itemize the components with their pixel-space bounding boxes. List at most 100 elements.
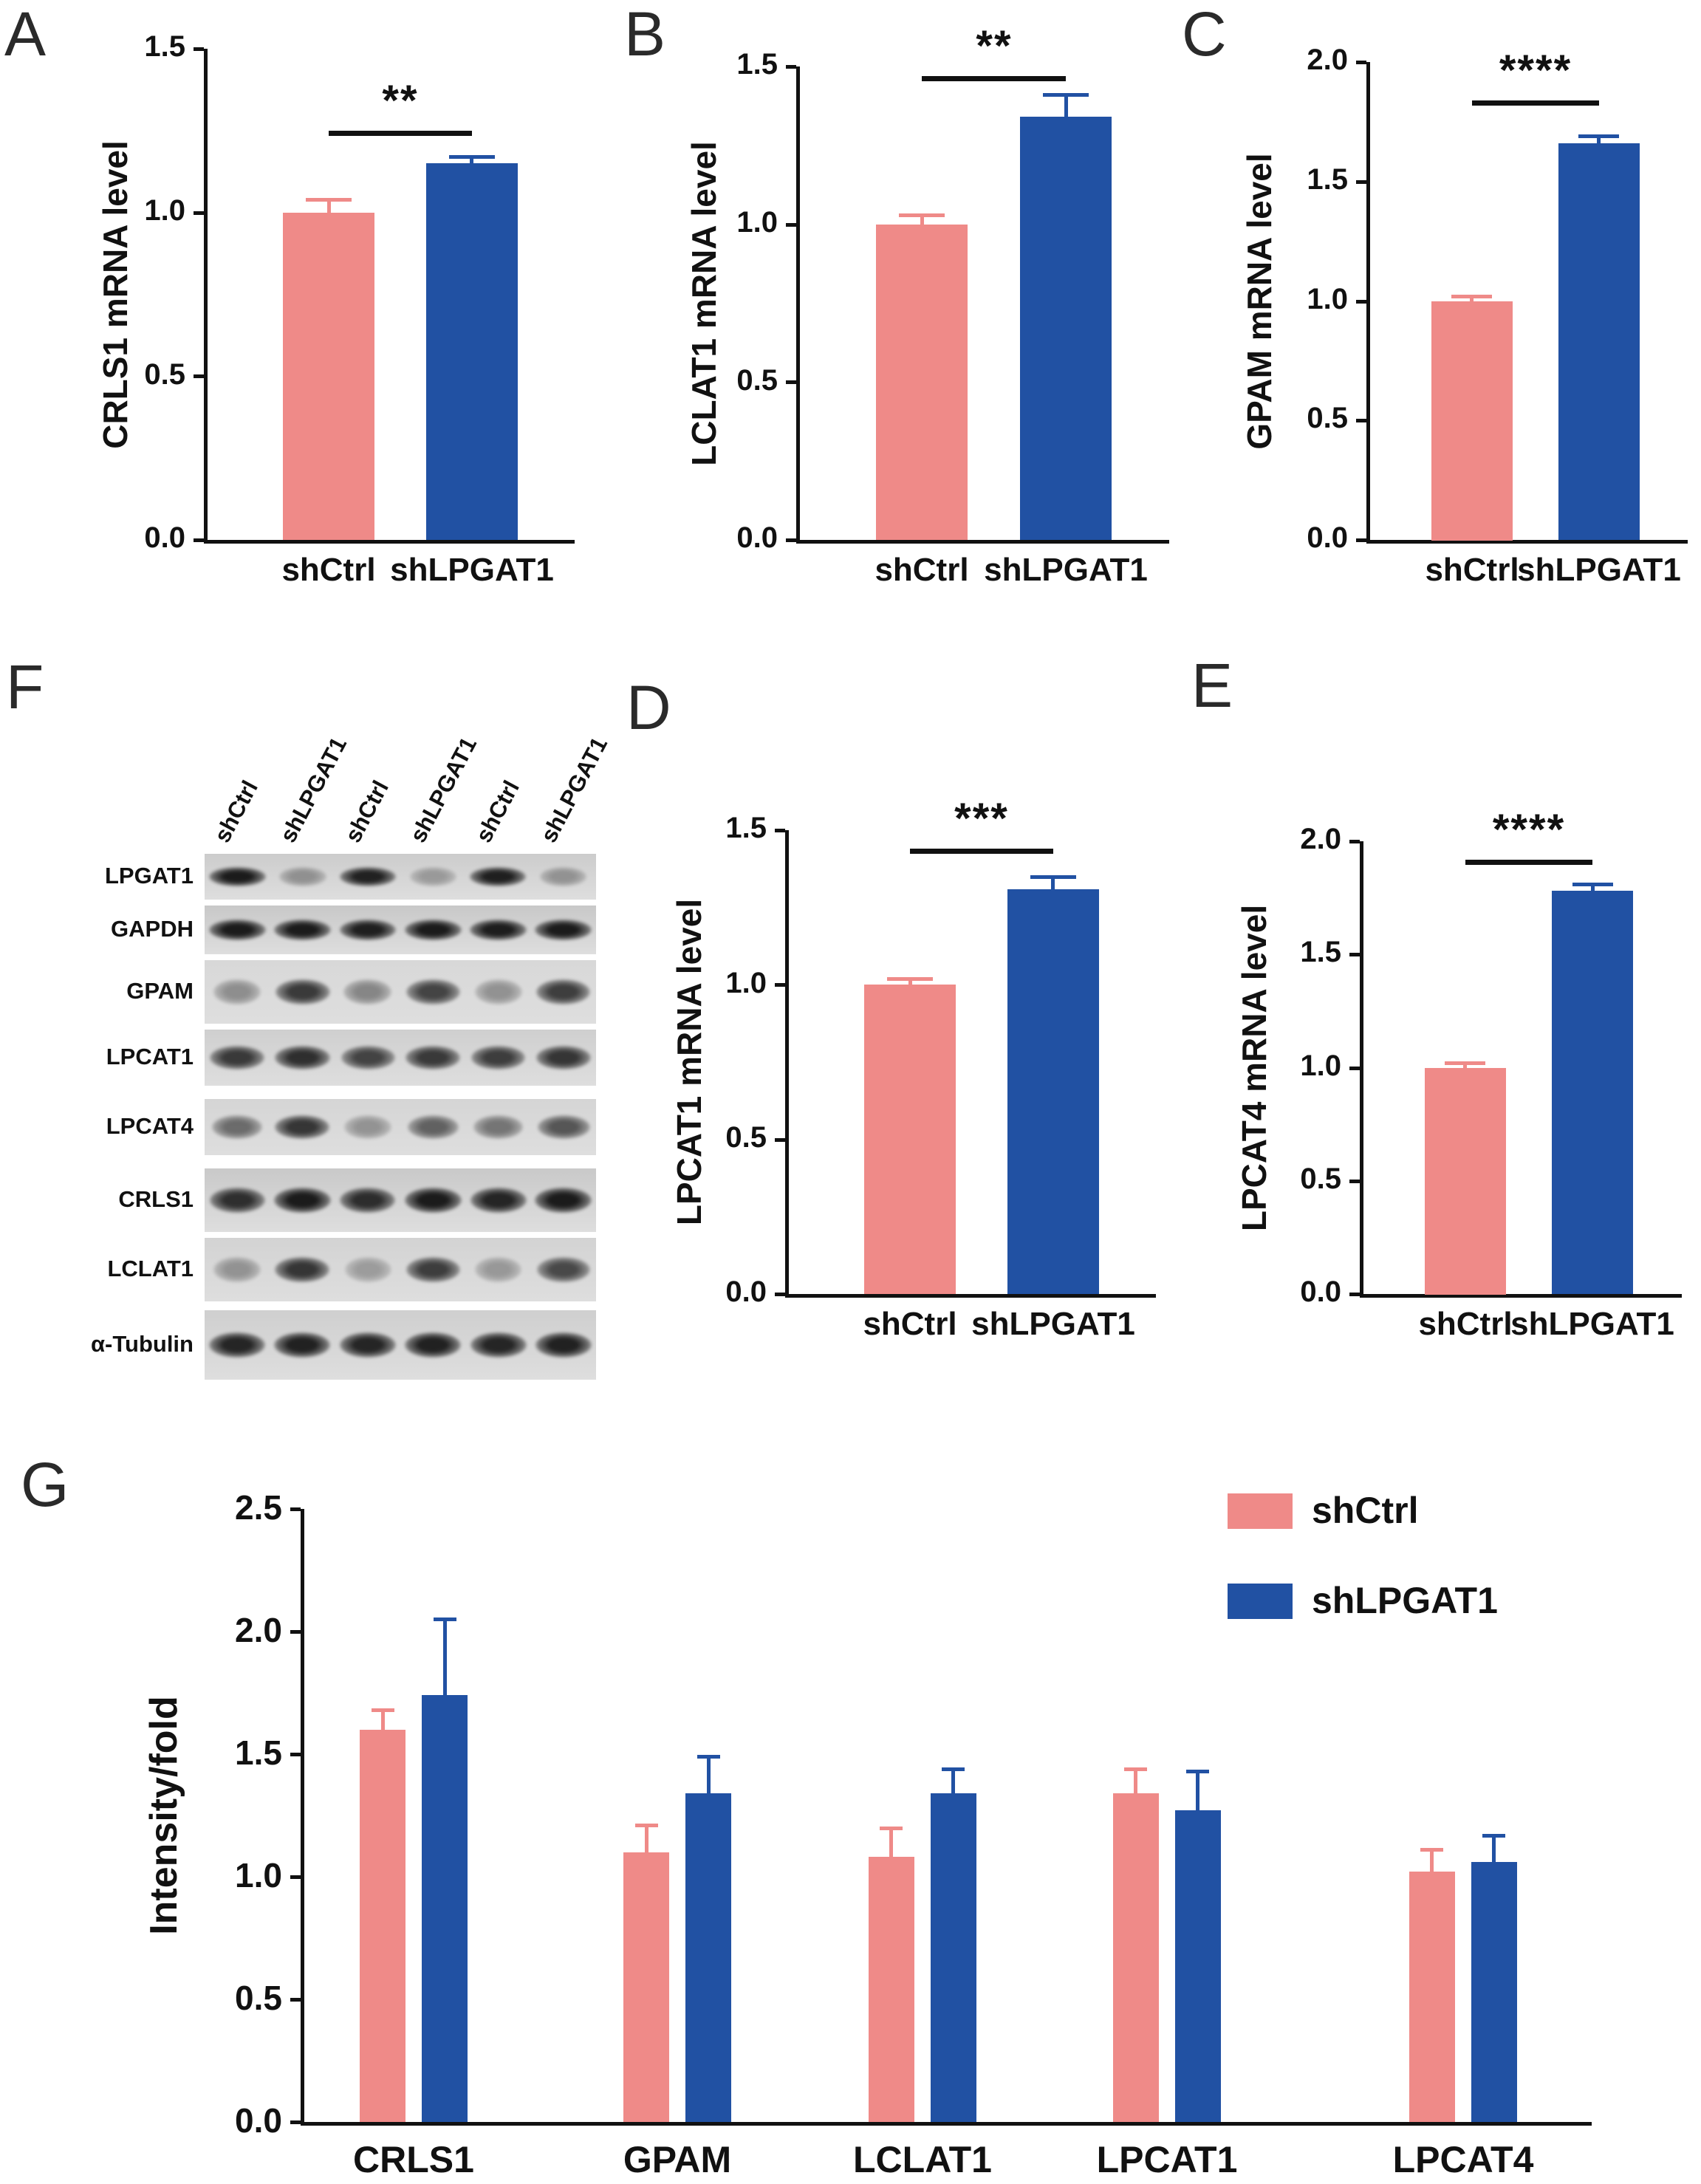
y-tick-mark — [775, 1293, 785, 1296]
y-tick-mark — [1356, 419, 1366, 422]
x-category-label: GPAM — [623, 2139, 732, 2180]
error-bar-cap — [372, 1708, 394, 1712]
error-bar-cap — [1030, 875, 1076, 879]
blot-band — [405, 1188, 462, 1213]
blot-band — [345, 1257, 391, 1282]
blot-row-label: LPCAT4 — [106, 1113, 194, 1139]
blot-strip — [205, 1168, 596, 1232]
y-tick-mark — [290, 2120, 301, 2124]
blot-band — [275, 1115, 329, 1139]
blot-band — [213, 979, 261, 1004]
significance-stars: *** — [954, 795, 1009, 843]
blot-row-label: LPCAT1 — [106, 1044, 194, 1069]
y-tick-mark — [786, 65, 796, 69]
y-tick-mark — [1349, 1067, 1360, 1070]
error-bar-line — [1051, 877, 1055, 891]
blot-band — [275, 1046, 330, 1069]
x-category-label: shCtrl — [281, 552, 376, 588]
bar-shLPGAT1 — [1552, 891, 1633, 1294]
error-bar-cap — [1482, 1834, 1505, 1838]
error-bar-cap — [434, 1618, 456, 1621]
blot-band — [274, 1332, 330, 1358]
y-axis — [301, 1509, 304, 2126]
blot-lane-label: shLPGAT1 — [274, 733, 352, 847]
x-axis — [796, 540, 1169, 544]
y-tick-mark — [775, 829, 785, 832]
y-tick-mark — [194, 47, 204, 51]
legend-label-shLPGAT1: shLPGAT1 — [1312, 1580, 1498, 1621]
blot-row-label: LCLAT1 — [107, 1256, 194, 1281]
blot-band — [344, 1115, 391, 1139]
blot-band — [405, 1332, 461, 1358]
blot-band — [540, 867, 586, 886]
blot-band — [535, 1332, 592, 1358]
significance-stars: **** — [1492, 806, 1566, 854]
error-bar-cap — [942, 1767, 965, 1771]
blot-band — [408, 1115, 459, 1139]
y-tick-mark — [194, 211, 204, 215]
blot-band — [537, 1257, 590, 1282]
y-tick-label: 1.0 — [725, 967, 767, 999]
panel-label-c: C — [1182, 0, 1227, 69]
y-tick-label: 1.5 — [736, 48, 778, 81]
error-bar-line — [1463, 1063, 1467, 1069]
bar-shCtrl — [1409, 1872, 1455, 2122]
blot-band — [536, 979, 590, 1004]
y-tick-mark — [290, 1507, 301, 1511]
error-bar-cap — [899, 213, 945, 217]
blot-band — [406, 979, 460, 1004]
error-bar-cap — [635, 1824, 658, 1827]
significance-stars: ** — [382, 77, 419, 125]
bar-shLPGAT1 — [1007, 889, 1099, 1294]
blot-band — [340, 920, 396, 940]
blot-band — [340, 1188, 395, 1213]
y-tick-label: 0.5 — [1300, 1163, 1341, 1195]
x-category-label: shCtrl — [875, 552, 969, 588]
x-category-label: shLPGAT1 — [390, 552, 554, 588]
y-tick-label: 1.0 — [235, 1856, 282, 1894]
error-bar-cap — [1124, 1767, 1147, 1771]
blot-band — [343, 979, 391, 1004]
error-bar-line — [1492, 1835, 1496, 1864]
blot-lane-label: shCtrl — [208, 776, 263, 847]
error-bar-line — [1064, 95, 1068, 118]
y-tick-mark — [194, 374, 204, 378]
blot-band — [471, 1046, 525, 1069]
x-category-label: shCtrl — [863, 1306, 957, 1342]
blot-lane-label: shCtrl — [470, 776, 524, 847]
panel-label-e: E — [1191, 651, 1233, 720]
error-bar-line — [1597, 136, 1601, 145]
blot-band — [212, 1115, 262, 1139]
x-category-label: LCLAT1 — [853, 2139, 992, 2180]
blot-row-label: LPGAT1 — [105, 863, 194, 889]
y-tick-mark — [786, 380, 796, 384]
y-tick-mark — [786, 223, 796, 227]
significance-line — [1472, 100, 1599, 106]
significance-line — [910, 849, 1053, 854]
y-tick-mark — [290, 1875, 301, 1879]
significance-line — [1465, 860, 1592, 865]
blot-band — [535, 920, 592, 940]
bar-shCtrl — [1431, 301, 1513, 541]
error-bar-cap — [1572, 883, 1613, 886]
blot-band — [475, 979, 522, 1004]
blot-row-label: GAPDH — [111, 916, 194, 942]
blot-band — [473, 1115, 523, 1139]
x-axis — [1360, 1294, 1682, 1298]
error-bar-cap — [1578, 134, 1619, 138]
legend-swatch-shLPGAT1 — [1228, 1584, 1293, 1619]
legend-label-shCtrl: shCtrl — [1312, 1490, 1419, 1531]
blot-band — [470, 1188, 527, 1213]
blot-strip — [205, 906, 596, 954]
blot-band — [274, 920, 331, 940]
error-bar-line — [1134, 1769, 1137, 1795]
bar-shCtrl — [283, 213, 374, 540]
error-bar-line — [920, 215, 924, 226]
blot-row-label: GPAM — [126, 978, 194, 1004]
blot-band — [536, 1046, 591, 1069]
y-axis — [204, 49, 208, 544]
y-axis — [1366, 62, 1370, 544]
y-axis — [785, 830, 789, 1298]
x-category-label: shLPGAT1 — [1517, 552, 1681, 588]
